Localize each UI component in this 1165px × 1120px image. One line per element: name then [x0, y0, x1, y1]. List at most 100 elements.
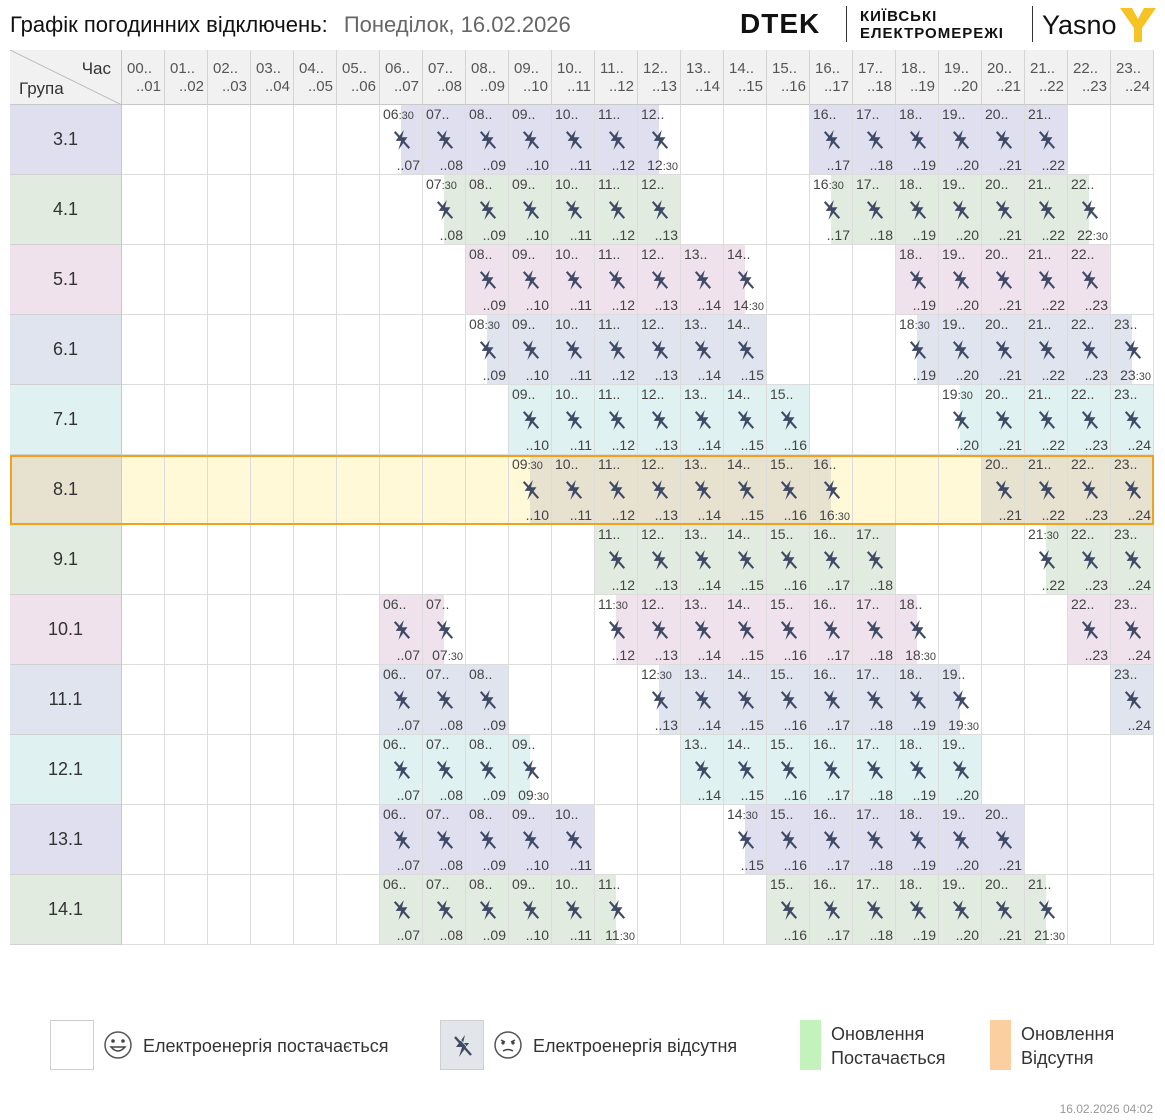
hour-cell-power-on[interactable] [337, 455, 380, 525]
hour-cell-power-off[interactable]: 20.. ..21 [982, 875, 1025, 945]
hour-cell-power-off[interactable]: 21.. 21:30 [1025, 875, 1068, 945]
hour-cell-power-off[interactable]: 10.. ..11 [552, 805, 595, 875]
hour-cell-power-off[interactable]: 14.. ..15 [724, 735, 767, 805]
hour-cell-power-off[interactable]: 14:30 ..15 [724, 805, 767, 875]
hour-cell-power-off[interactable]: 08.. ..09 [466, 875, 509, 945]
hour-cell-power-on[interactable] [1111, 105, 1154, 175]
hour-cell-power-off[interactable]: 22.. ..23 [1068, 455, 1111, 525]
hour-cell-power-off[interactable]: 20.. ..21 [982, 175, 1025, 245]
hour-cell-power-on[interactable] [1068, 875, 1111, 945]
hour-cell-power-on[interactable] [251, 595, 294, 665]
hour-cell-power-on[interactable] [251, 875, 294, 945]
hour-cell-power-on[interactable] [724, 175, 767, 245]
hour-cell-power-on[interactable] [208, 525, 251, 595]
hour-cell-power-off[interactable]: 14.. ..15 [724, 315, 767, 385]
hour-cell-power-on[interactable] [251, 315, 294, 385]
hour-cell-power-on[interactable] [380, 525, 423, 595]
hour-cell-power-on[interactable] [1111, 805, 1154, 875]
hour-cell-power-off[interactable]: 15.. ..16 [767, 805, 810, 875]
hour-cell-power-on[interactable] [466, 525, 509, 595]
hour-cell-power-off[interactable]: 22.. ..23 [1068, 315, 1111, 385]
hour-cell-power-on[interactable] [294, 105, 337, 175]
hour-cell-power-on[interactable] [1111, 875, 1154, 945]
hour-cell-power-on[interactable] [165, 665, 208, 735]
hour-cell-power-on[interactable] [294, 245, 337, 315]
hour-cell-power-off[interactable]: 21.. ..22 [1025, 385, 1068, 455]
hour-cell-power-on[interactable] [1111, 175, 1154, 245]
hour-cell-power-off[interactable]: 20.. ..21 [982, 385, 1025, 455]
hour-cell-power-off[interactable]: 10.. ..11 [552, 315, 595, 385]
hour-cell-power-off[interactable]: 19.. ..20 [939, 175, 982, 245]
hour-cell-power-off[interactable]: 11.. ..12 [595, 105, 638, 175]
hour-cell-power-off[interactable]: 11.. ..12 [595, 245, 638, 315]
hour-cell-power-on[interactable] [294, 385, 337, 455]
hour-cell-power-on[interactable] [165, 175, 208, 245]
hour-cell-power-on[interactable] [724, 105, 767, 175]
hour-cell-power-off[interactable]: 17.. ..18 [853, 105, 896, 175]
hour-cell-power-off[interactable]: 06:30 ..07 [380, 105, 423, 175]
hour-cell-power-off[interactable]: 17.. ..18 [853, 595, 896, 665]
hour-cell-power-off[interactable]: 22.. ..23 [1068, 525, 1111, 595]
hour-cell-power-on[interactable] [122, 315, 165, 385]
hour-cell-power-on[interactable] [982, 665, 1025, 735]
hour-cell-power-on[interactable] [638, 875, 681, 945]
hour-cell-power-on[interactable] [1111, 245, 1154, 315]
hour-cell-power-on[interactable] [251, 245, 294, 315]
hour-cell-power-on[interactable] [380, 175, 423, 245]
hour-cell-power-off[interactable]: 11.. ..12 [595, 315, 638, 385]
hour-cell-power-off[interactable]: 23.. ..24 [1111, 455, 1154, 525]
hour-cell-power-off[interactable]: 15.. ..16 [767, 875, 810, 945]
hour-cell-power-off[interactable]: 10.. ..11 [552, 245, 595, 315]
hour-cell-power-on[interactable] [853, 315, 896, 385]
hour-cell-power-on[interactable] [122, 455, 165, 525]
hour-cell-power-on[interactable] [767, 245, 810, 315]
hour-cell-power-on[interactable] [638, 735, 681, 805]
hour-cell-power-on[interactable] [294, 175, 337, 245]
hour-cell-power-off[interactable]: 12.. ..13 [638, 595, 681, 665]
hour-cell-power-on[interactable] [509, 595, 552, 665]
hour-cell-power-on[interactable] [208, 175, 251, 245]
hour-cell-power-on[interactable] [896, 385, 939, 455]
hour-cell-power-on[interactable] [208, 665, 251, 735]
hour-cell-power-on[interactable] [896, 525, 939, 595]
hour-cell-power-on[interactable] [1111, 735, 1154, 805]
hour-cell-power-on[interactable] [208, 735, 251, 805]
hour-cell-power-on[interactable] [466, 385, 509, 455]
hour-cell-power-off[interactable]: 20.. ..21 [982, 805, 1025, 875]
hour-cell-power-on[interactable] [337, 315, 380, 385]
hour-cell-power-on[interactable] [380, 315, 423, 385]
hour-cell-power-off[interactable]: 13.. ..14 [681, 525, 724, 595]
hour-cell-power-on[interactable] [294, 455, 337, 525]
hour-cell-power-on[interactable] [423, 525, 466, 595]
hour-cell-power-off[interactable]: 16.. ..17 [810, 105, 853, 175]
hour-cell-power-off[interactable]: 13.. ..14 [681, 315, 724, 385]
hour-cell-power-on[interactable] [122, 735, 165, 805]
hour-cell-power-off[interactable]: 17.. ..18 [853, 805, 896, 875]
hour-cell-power-off[interactable]: 09.. ..10 [509, 175, 552, 245]
hour-cell-power-off[interactable]: 09.. ..10 [509, 385, 552, 455]
hour-cell-power-off[interactable]: 18.. ..19 [896, 805, 939, 875]
hour-cell-power-on[interactable] [337, 105, 380, 175]
hour-cell-power-off[interactable]: 20.. ..21 [982, 105, 1025, 175]
hour-cell-power-off[interactable]: 07.. ..08 [423, 105, 466, 175]
hour-cell-power-off[interactable]: 15.. ..16 [767, 665, 810, 735]
hour-cell-power-off[interactable]: 08.. ..09 [466, 105, 509, 175]
hour-cell-power-off[interactable]: 11.. ..12 [595, 525, 638, 595]
hour-cell-power-off[interactable]: 12.. 12:30 [638, 105, 681, 175]
hour-cell-power-on[interactable] [208, 315, 251, 385]
hour-cell-power-on[interactable] [337, 525, 380, 595]
hour-cell-power-on[interactable] [982, 525, 1025, 595]
hour-cell-power-off[interactable]: 14.. ..15 [724, 455, 767, 525]
hour-cell-power-off[interactable]: 15.. ..16 [767, 595, 810, 665]
hour-cell-power-off[interactable]: 07.. ..08 [423, 875, 466, 945]
hour-cell-power-on[interactable] [1068, 665, 1111, 735]
hour-cell-power-off[interactable]: 10.. ..11 [552, 175, 595, 245]
hour-cell-power-off[interactable]: 16.. ..17 [810, 735, 853, 805]
hour-cell-power-on[interactable] [165, 875, 208, 945]
hour-cell-power-on[interactable] [1025, 805, 1068, 875]
hour-cell-power-on[interactable] [165, 595, 208, 665]
hour-cell-power-off[interactable]: 18.. ..19 [896, 735, 939, 805]
hour-cell-power-off[interactable]: 18.. ..19 [896, 245, 939, 315]
hour-cell-power-on[interactable] [251, 665, 294, 735]
hour-cell-power-on[interactable] [251, 805, 294, 875]
